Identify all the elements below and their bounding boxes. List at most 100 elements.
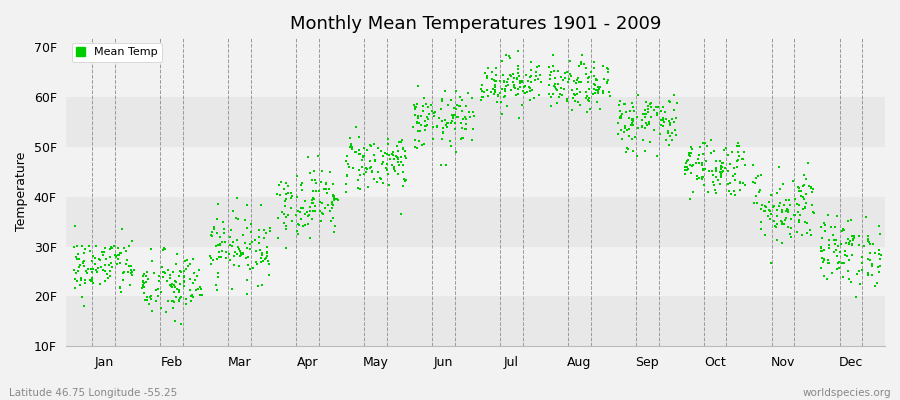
Point xyxy=(68,254,83,260)
Point xyxy=(523,88,537,94)
Point xyxy=(751,173,765,179)
Point xyxy=(326,215,340,221)
Point xyxy=(842,236,856,242)
Point xyxy=(236,232,250,238)
Point xyxy=(459,121,473,127)
Point xyxy=(500,78,514,85)
Point xyxy=(532,63,546,69)
Point xyxy=(873,256,887,263)
Point xyxy=(543,76,557,82)
Point xyxy=(328,197,342,203)
Point xyxy=(580,75,595,81)
Point xyxy=(769,222,783,229)
Point xyxy=(561,97,575,103)
Point xyxy=(439,162,454,168)
Point xyxy=(173,268,187,274)
Point xyxy=(417,141,431,147)
Point xyxy=(450,114,464,120)
Point xyxy=(790,184,805,191)
Point xyxy=(579,89,593,95)
Point xyxy=(222,250,237,257)
Point xyxy=(167,278,182,284)
Point xyxy=(778,197,793,203)
Point xyxy=(106,242,121,249)
Point xyxy=(123,263,138,270)
Point xyxy=(122,282,137,288)
Point xyxy=(328,195,343,202)
Point xyxy=(642,120,656,127)
Point xyxy=(112,252,127,259)
Point xyxy=(215,239,230,245)
Point xyxy=(144,292,158,299)
Point xyxy=(543,72,557,78)
Point xyxy=(218,239,232,245)
Point xyxy=(272,182,286,189)
Point xyxy=(143,296,157,302)
Point xyxy=(714,164,728,170)
Point xyxy=(323,218,338,225)
Point xyxy=(67,244,81,250)
Point xyxy=(407,102,421,108)
Point xyxy=(248,237,263,243)
Point xyxy=(233,253,248,260)
Point xyxy=(634,123,649,129)
Point xyxy=(503,55,517,61)
Point xyxy=(641,106,655,112)
Point xyxy=(704,150,718,156)
Point xyxy=(70,256,85,263)
Point xyxy=(445,112,459,118)
Point xyxy=(457,126,472,132)
Point xyxy=(614,126,628,133)
Point xyxy=(85,274,99,281)
Point xyxy=(763,260,778,266)
Point xyxy=(211,274,225,281)
Point xyxy=(869,280,884,286)
Point xyxy=(157,245,171,252)
Point xyxy=(770,206,785,213)
Point xyxy=(512,115,526,121)
Point xyxy=(391,155,405,162)
Point xyxy=(305,196,320,203)
Point xyxy=(75,294,89,300)
Point xyxy=(97,278,112,284)
Point xyxy=(592,86,607,92)
Point xyxy=(699,143,714,149)
Point xyxy=(730,164,744,170)
Point xyxy=(113,250,128,257)
Point xyxy=(817,257,832,263)
Point xyxy=(476,94,491,100)
Point xyxy=(831,243,845,249)
Point xyxy=(588,82,602,88)
Point xyxy=(82,242,96,249)
Point xyxy=(626,103,640,110)
Point xyxy=(430,123,445,129)
Point xyxy=(787,212,801,218)
Point xyxy=(364,164,378,170)
Point xyxy=(316,211,330,217)
Point xyxy=(249,259,264,265)
Point xyxy=(339,181,354,187)
Point xyxy=(678,171,692,177)
Point xyxy=(770,213,785,220)
Point xyxy=(823,245,837,251)
Point xyxy=(814,255,829,261)
Point xyxy=(796,206,811,213)
Point xyxy=(257,256,272,263)
Point xyxy=(125,269,140,275)
Point xyxy=(714,172,728,178)
Point xyxy=(694,176,708,182)
Point xyxy=(236,250,250,256)
Point xyxy=(574,61,589,67)
Point xyxy=(302,212,316,218)
Point xyxy=(770,236,784,243)
Point xyxy=(416,108,430,114)
Point xyxy=(447,104,462,111)
Point xyxy=(243,241,257,248)
Point xyxy=(114,288,129,295)
Point xyxy=(499,52,513,58)
Point xyxy=(716,169,730,175)
Point xyxy=(236,251,250,257)
Point xyxy=(371,145,385,151)
Point xyxy=(305,216,320,222)
Point xyxy=(437,88,452,94)
